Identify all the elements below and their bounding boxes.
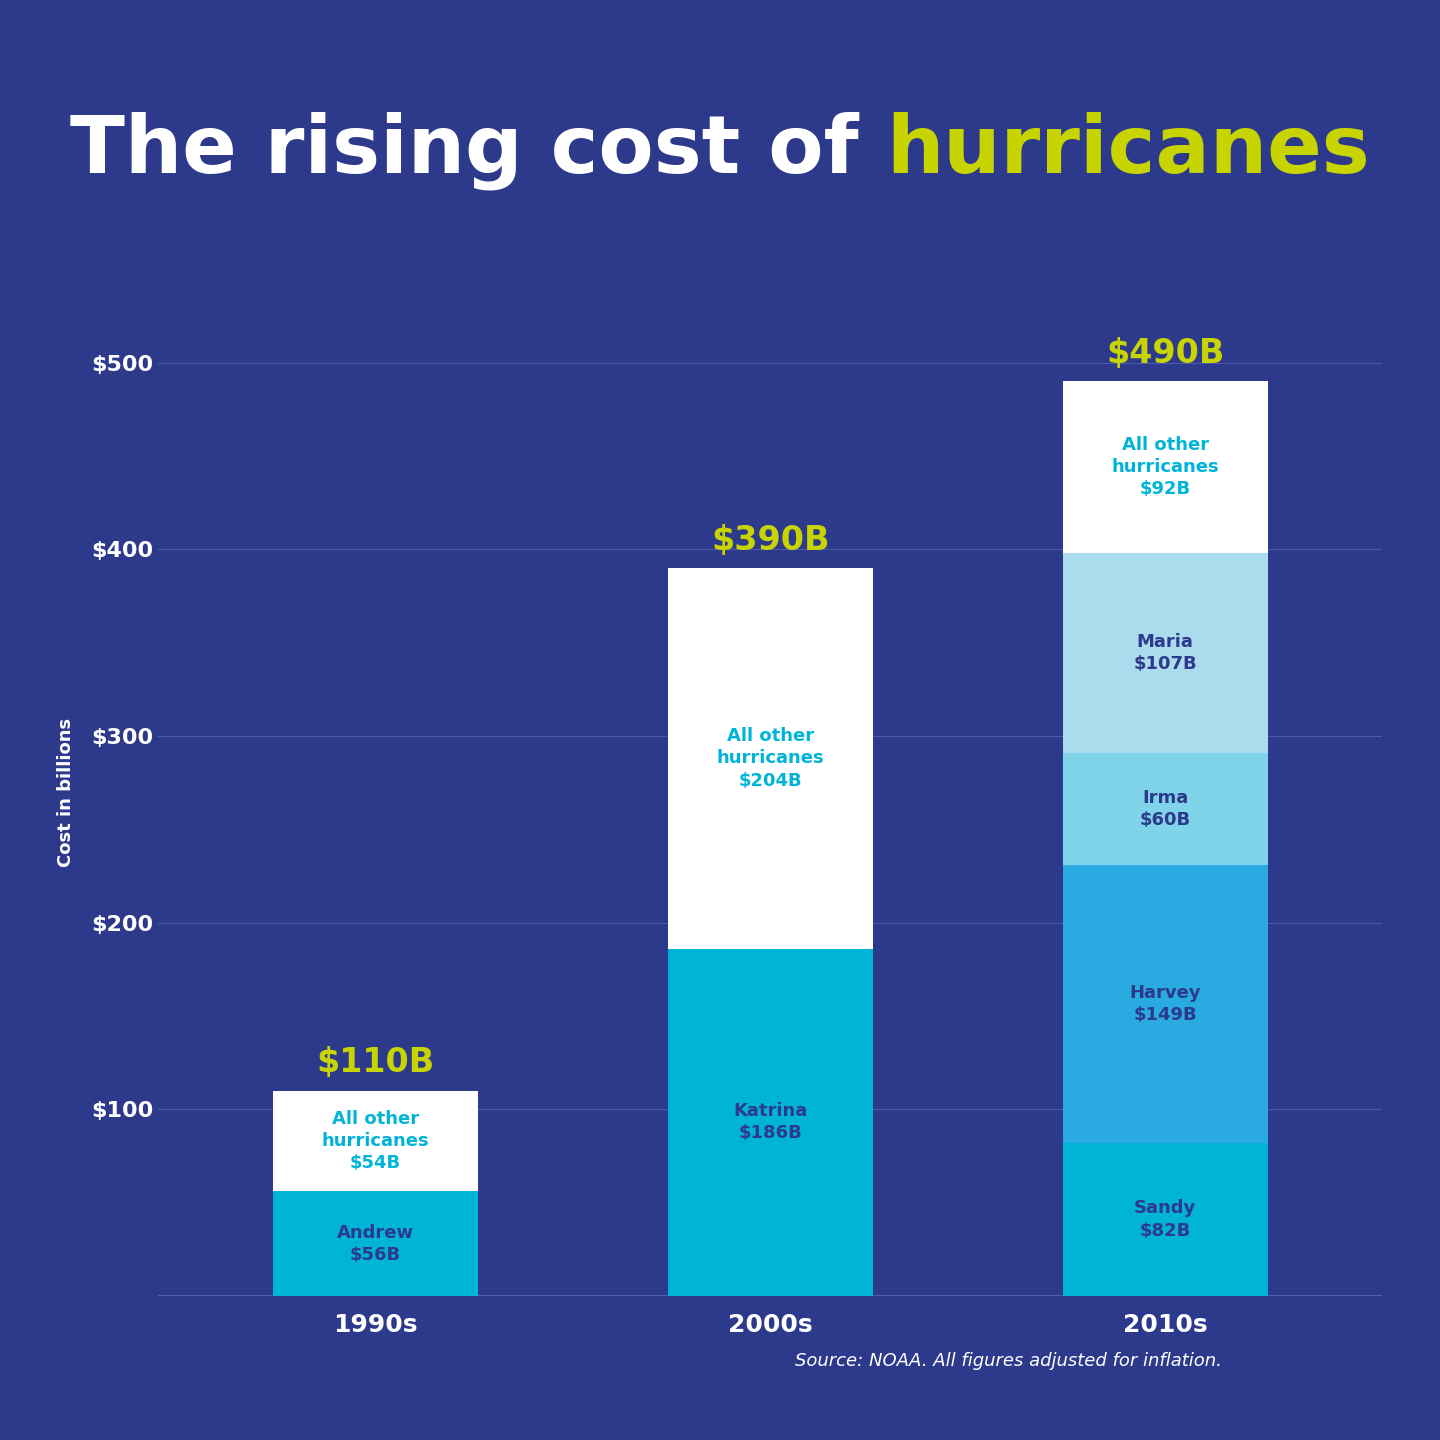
Bar xyxy=(1063,382,1267,553)
Text: All other
hurricanes
$54B: All other hurricanes $54B xyxy=(321,1110,429,1172)
Text: Maria
$107B: Maria $107B xyxy=(1133,632,1197,672)
Text: $110B: $110B xyxy=(317,1047,435,1080)
Bar xyxy=(274,1191,478,1296)
Bar xyxy=(1063,553,1267,753)
Text: hurricanes: hurricanes xyxy=(887,112,1371,190)
Bar xyxy=(274,1090,478,1191)
Text: $390B: $390B xyxy=(711,524,829,557)
Bar xyxy=(668,567,873,949)
Bar xyxy=(668,949,873,1296)
Bar xyxy=(1063,753,1267,865)
Text: $490B: $490B xyxy=(1106,337,1224,370)
Text: All other
hurricanes
$92B: All other hurricanes $92B xyxy=(1112,436,1220,498)
Y-axis label: Cost in billions: Cost in billions xyxy=(56,717,75,867)
Text: Sandy
$82B: Sandy $82B xyxy=(1135,1200,1197,1240)
Text: Source: NOAA. All figures adjusted for inflation.: Source: NOAA. All figures adjusted for i… xyxy=(795,1352,1221,1369)
Text: Andrew
$56B: Andrew $56B xyxy=(337,1224,415,1264)
Text: Irma
$60B: Irma $60B xyxy=(1139,789,1191,829)
Text: Katrina
$186B: Katrina $186B xyxy=(733,1102,808,1142)
Text: Harvey
$149B: Harvey $149B xyxy=(1129,984,1201,1024)
Text: The rising cost of: The rising cost of xyxy=(69,112,887,190)
Bar xyxy=(1063,865,1267,1143)
Text: All other
hurricanes
$204B: All other hurricanes $204B xyxy=(717,727,824,789)
Bar xyxy=(1063,1143,1267,1296)
